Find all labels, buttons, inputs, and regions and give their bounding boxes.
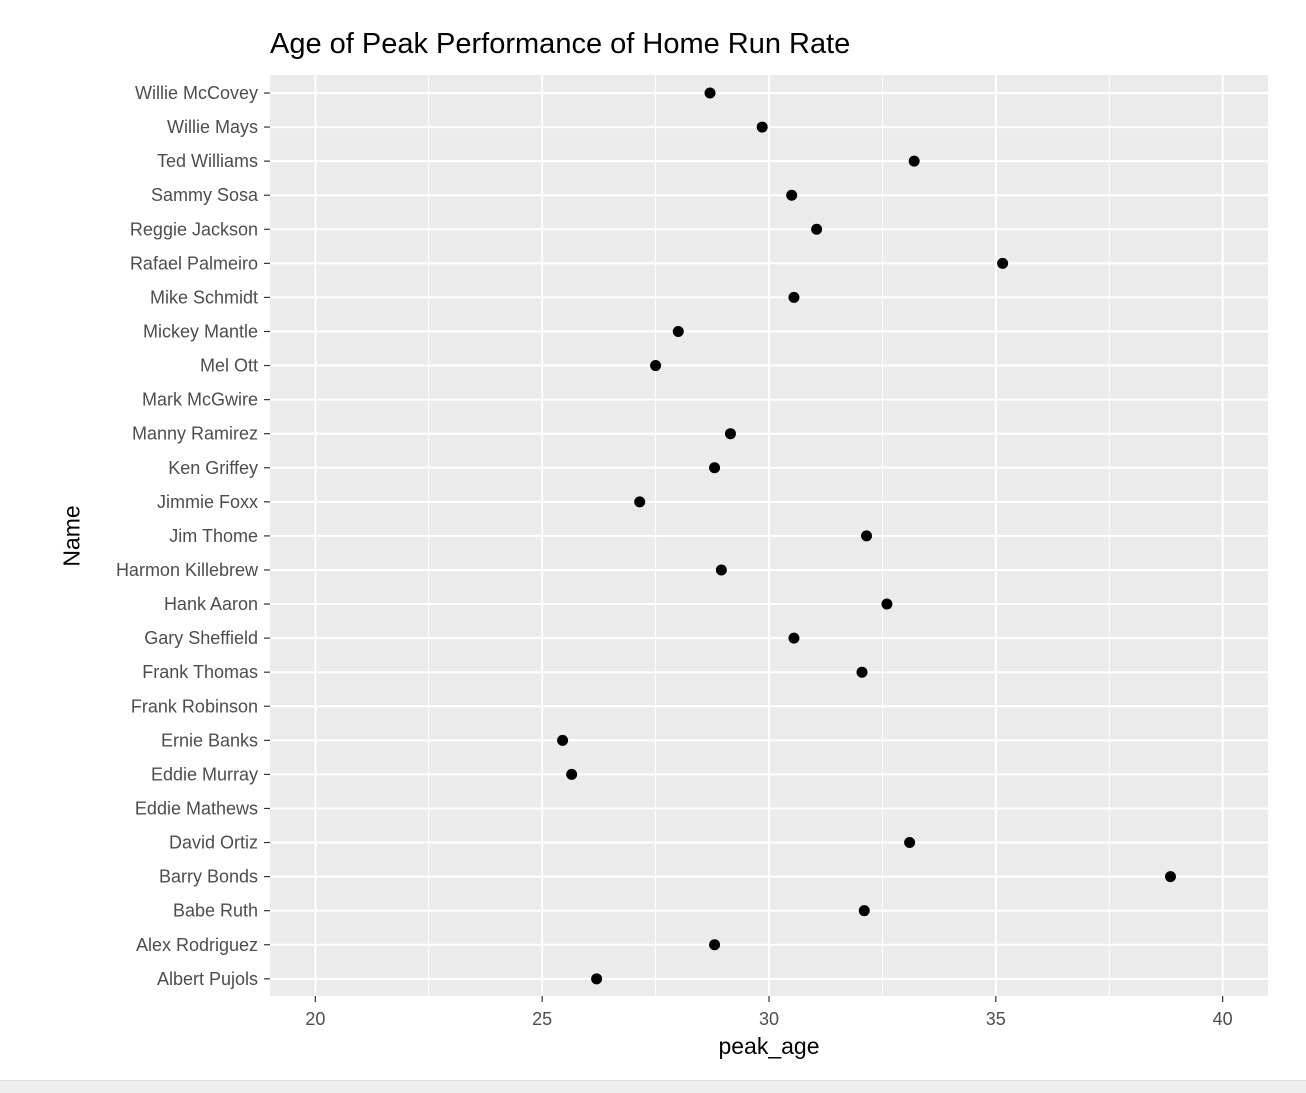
y-tick-label: Hank Aaron [164, 594, 258, 614]
data-point [861, 530, 873, 542]
y-tick-label: Eddie Murray [151, 764, 258, 784]
data-point [709, 939, 721, 951]
y-tick-label: Alex Rodriguez [136, 935, 258, 955]
data-point [724, 428, 736, 440]
y-tick-label: Mickey Mantle [143, 321, 258, 341]
y-tick-label: Gary Sheffield [144, 628, 258, 648]
y-axis-title: Name [58, 505, 85, 567]
y-tick-label: Sammy Sosa [151, 185, 259, 205]
y-tick-label: Jim Thome [169, 526, 258, 546]
x-tick-label: 30 [759, 1009, 779, 1029]
data-point [788, 291, 800, 303]
x-tick-label: 40 [1213, 1009, 1233, 1029]
data-point [650, 360, 662, 372]
y-tick-label: Mel Ott [200, 356, 258, 376]
y-tick-label: Frank Robinson [131, 696, 258, 716]
data-point [591, 973, 603, 985]
data-point [756, 121, 768, 133]
y-tick-label: Rafael Palmeiro [130, 253, 258, 273]
y-tick-label: Harmon Killebrew [116, 560, 259, 580]
y-tick-label: Frank Thomas [142, 662, 258, 682]
y-tick-label: Mark McGwire [142, 390, 258, 410]
data-point [557, 734, 569, 746]
y-tick-label: Willie Mays [167, 117, 258, 137]
window-bottom-edge [0, 1080, 1306, 1093]
x-tick-label: 20 [305, 1009, 325, 1029]
data-point [788, 632, 800, 644]
data-point [715, 564, 727, 576]
x-tick-label: 25 [532, 1009, 552, 1029]
y-tick-label: Babe Ruth [173, 901, 258, 921]
chart-title: Age of Peak Performance of Home Run Rate [270, 28, 851, 60]
y-tick-label: Barry Bonds [159, 867, 258, 887]
y-tick-label: Ted Williams [157, 151, 258, 171]
data-point [566, 768, 578, 780]
data-point [709, 462, 721, 474]
data-point [704, 87, 716, 99]
data-point [1164, 871, 1176, 883]
y-tick-label: Reggie Jackson [130, 219, 258, 239]
data-point [672, 325, 684, 337]
data-point [786, 189, 798, 201]
data-point [904, 837, 916, 849]
data-point [856, 666, 868, 678]
x-tick-label: 35 [986, 1009, 1006, 1029]
data-point [811, 223, 823, 235]
data-point [881, 598, 893, 610]
y-tick-label: Willie McCovey [135, 83, 258, 103]
y-tick-label: Manny Ramirez [132, 424, 258, 444]
y-tick-label: Eddie Mathews [135, 798, 258, 818]
data-point [858, 905, 870, 917]
data-point [908, 155, 920, 167]
x-axis-title: peak_age [718, 1033, 820, 1059]
y-tick-label: Albert Pujols [157, 969, 258, 989]
y-tick-label: David Ortiz [169, 833, 258, 853]
y-tick-label: Jimmie Foxx [157, 492, 258, 512]
data-point [634, 496, 646, 508]
y-tick-label: Ernie Banks [161, 730, 258, 750]
y-tick-label: Mike Schmidt [150, 287, 258, 307]
data-point [997, 257, 1009, 269]
y-tick-label: Ken Griffey [168, 458, 258, 478]
